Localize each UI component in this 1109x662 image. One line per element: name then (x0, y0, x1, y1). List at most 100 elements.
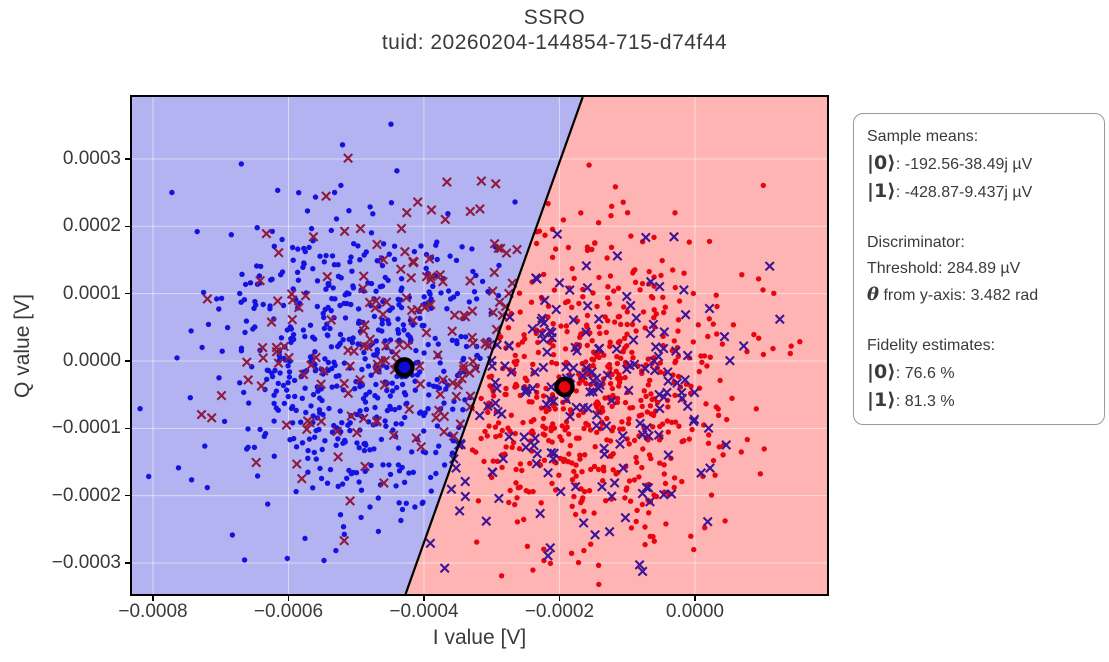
shot-x-state1-misclassified (593, 344, 604, 354)
shot-dot-state1 (386, 320, 392, 327)
shot-dot-state1 (390, 427, 396, 433)
shot-x-state1-misclassified (568, 315, 579, 325)
shot-x-state0-misclassified (437, 276, 448, 287)
y-tick-label: −0.0001 (51, 417, 121, 439)
shot-x-state1-misclassified (532, 448, 543, 459)
shot-dot-state0 (644, 409, 650, 415)
shot-dot-state1 (224, 324, 231, 331)
shot-x-state0-misclassified (355, 223, 366, 234)
y-tick-mark (125, 292, 130, 295)
shot-dot-state1 (250, 326, 256, 332)
shot-dot-state0 (614, 360, 621, 367)
shot-x-state0-misclassified (291, 459, 302, 470)
shot-dot-state0 (581, 425, 587, 432)
shot-dot-state1 (277, 370, 283, 376)
shot-dot-state1 (340, 337, 346, 343)
shot-dot-state1 (450, 294, 457, 300)
shot-dot-state0 (609, 385, 616, 392)
shot-x-state1-misclassified (593, 313, 604, 324)
shot-dot-state1 (333, 216, 340, 222)
shot-dot-state1 (350, 285, 357, 291)
shot-dot-state1 (317, 410, 323, 416)
shot-dot-state1 (347, 427, 353, 434)
shot-dot-state0 (559, 437, 565, 444)
shot-dot-state0 (761, 446, 767, 452)
shot-x-state1-misclassified (568, 362, 579, 373)
shot-dot-state1 (382, 274, 388, 281)
shot-dot-state1 (399, 506, 406, 513)
shot-x-state1-misclassified (590, 529, 601, 540)
shot-dot-state0 (657, 460, 663, 466)
shot-dot-state0 (549, 359, 555, 366)
shot-dot-state1 (271, 453, 277, 459)
shot-dot-state1 (399, 381, 406, 388)
shot-dot-state1 (245, 444, 251, 450)
ket-0: |0⟩ (867, 152, 896, 174)
shot-dot-state1 (384, 364, 390, 371)
scatter-plot-canvas (132, 97, 827, 594)
shot-dot-state1 (311, 449, 317, 456)
shot-dot-state1 (447, 253, 453, 259)
shot-x-state0-misclassified (412, 197, 423, 207)
shot-x-state1-misclassified (648, 319, 659, 330)
theta-value: from y-axis: 3.482 rad (879, 287, 1039, 304)
shot-dot-state0 (506, 499, 512, 506)
shot-dot-state1 (428, 296, 434, 302)
shot-x-state1-misclassified (581, 363, 592, 373)
shot-dot-state0 (637, 287, 643, 293)
shot-dot-state0 (577, 334, 583, 340)
shot-x-state1-misclassified (624, 360, 635, 371)
shot-x-state0-misclassified (489, 267, 500, 278)
shot-dot-state0 (699, 359, 705, 365)
shot-x-state0-misclassified (408, 315, 419, 326)
shot-dot-state0 (607, 273, 614, 279)
shot-dot-state1 (350, 469, 356, 476)
shot-dot-state0 (625, 420, 632, 427)
shot-x-state0-misclassified (339, 535, 350, 546)
shot-dot-state1 (200, 289, 207, 296)
shot-dot-state1 (281, 400, 288, 407)
shot-x-state0-misclassified (258, 353, 269, 363)
shot-dot-state0 (534, 394, 540, 400)
shot-x-state1-misclassified (661, 387, 672, 398)
sample-means-header: Sample means: (867, 128, 979, 145)
shot-dot-state0 (524, 543, 531, 549)
shot-dot-state1 (291, 435, 297, 442)
shot-dot-state1 (423, 265, 429, 271)
shot-x-state1-misclassified (601, 421, 612, 431)
shot-x-state1-misclassified (551, 304, 562, 315)
shot-x-state0-misclassified (293, 302, 304, 313)
shot-dot-state0 (522, 375, 528, 381)
shot-x-state1-misclassified (496, 409, 507, 420)
shot-dot-state0 (646, 452, 653, 458)
shot-dot-state1 (449, 450, 456, 456)
shot-x-state1-misclassified (634, 559, 645, 570)
shot-dot-state1 (322, 306, 328, 313)
shot-dot-state1 (288, 405, 295, 412)
shot-dot-state0 (590, 357, 597, 363)
shot-x-state0-misclassified (453, 380, 464, 391)
shot-dot-state1 (360, 395, 367, 402)
shot-dot-state0 (615, 339, 622, 346)
shot-dot-state1 (370, 211, 376, 217)
shot-dot-state1 (398, 517, 404, 524)
shot-dot-state1 (238, 345, 245, 351)
shot-dot-state0 (715, 412, 722, 418)
shot-dot-state1 (398, 421, 405, 427)
shot-dot-state0 (530, 361, 536, 367)
shot-x-state1-misclassified (606, 491, 617, 502)
shot-dot-state0 (584, 312, 591, 319)
shot-dot-state1 (239, 271, 245, 277)
shot-x-state0-misclassified (343, 345, 353, 356)
shot-dot-state0 (571, 275, 577, 282)
shot-dot-state1 (400, 322, 407, 328)
shot-dot-state1 (243, 318, 250, 324)
shot-dot-state0 (571, 493, 577, 500)
shot-dot-state0 (550, 421, 556, 427)
shot-dot-state1 (321, 259, 327, 265)
shot-dot-state0 (507, 487, 513, 494)
shot-x-state0-misclassified (467, 332, 478, 343)
shot-dot-state1 (313, 456, 319, 462)
shot-x-state1-misclassified (625, 300, 636, 311)
shot-dot-state1 (382, 418, 388, 424)
